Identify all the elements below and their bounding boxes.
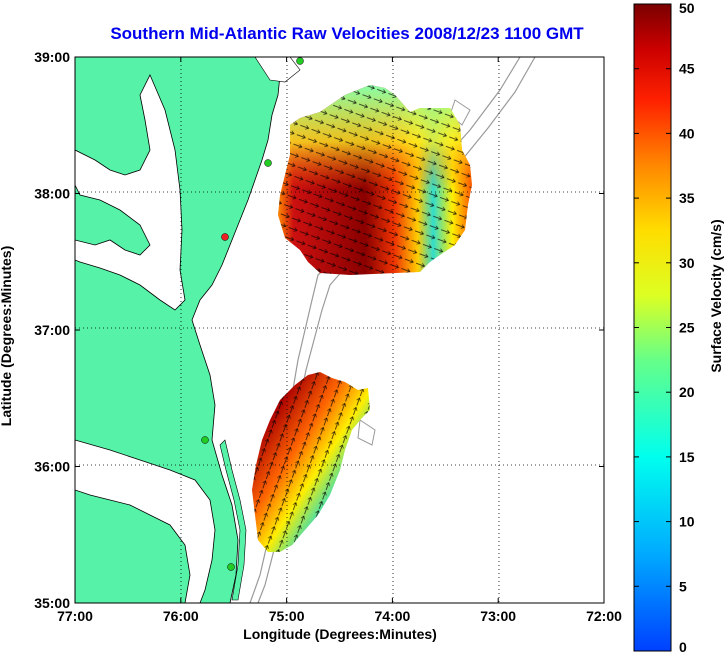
velocity-vectors-north xyxy=(278,85,472,275)
sound-water xyxy=(75,439,216,603)
chesapeake-bay xyxy=(75,74,186,311)
barrier-island xyxy=(219,439,247,601)
delaware-bay xyxy=(254,57,301,83)
bathymetry-contour xyxy=(357,419,376,446)
x-tick-label: 77:00 xyxy=(57,608,93,624)
station-marker xyxy=(221,233,229,241)
y-tick-labels: 39:00 38:00 37:00 36:00 35:00 xyxy=(34,49,604,611)
x-axis-label: Longitude (Degrees:Minutes) xyxy=(243,626,437,642)
y-tick-label: 39:00 xyxy=(34,49,70,65)
station-marker xyxy=(296,57,304,65)
x-tick-label: 76:00 xyxy=(163,608,199,624)
y-tick-label: 35:00 xyxy=(34,595,70,611)
map-title: Southern Mid-Atlantic Raw Velocities 200… xyxy=(110,24,584,43)
station-marker xyxy=(201,436,209,444)
colorbar-tick-label: 50 xyxy=(679,0,695,16)
colorbar-tick-label: 45 xyxy=(679,61,695,77)
station-marker xyxy=(264,159,272,167)
station-marker xyxy=(227,563,235,571)
colorbar-tick-label: 25 xyxy=(679,320,695,336)
colorbar-tick-label: 15 xyxy=(679,449,695,465)
bathymetry-contour xyxy=(449,99,471,126)
x-tick-label: 74:00 xyxy=(374,608,410,624)
colorbar-tick-label: 5 xyxy=(679,578,687,594)
grid-lines xyxy=(75,57,604,603)
colorbar-tick-label: 35 xyxy=(679,190,695,206)
colorbar-tick-label: 10 xyxy=(679,514,695,530)
y-tick-label: 37:00 xyxy=(34,322,70,338)
colorbar-tick-label: 20 xyxy=(679,384,695,400)
y-tick-label: 36:00 xyxy=(34,459,70,475)
x-tick-labels: 77:00 76:00 75:00 74:00 73:00 72:00 xyxy=(57,57,622,624)
y-tick-label: 38:00 xyxy=(34,186,70,202)
x-tick-label: 72:00 xyxy=(586,608,622,624)
colorbar-tick-label: 30 xyxy=(679,255,695,271)
colorbar-tick-label: 0 xyxy=(679,639,687,655)
colorbar xyxy=(633,3,672,652)
x-tick-label: 73:00 xyxy=(480,608,516,624)
velocity-vectors-south xyxy=(252,372,370,552)
colorbar-tick-label: 40 xyxy=(679,125,695,141)
x-tick-label: 75:00 xyxy=(269,608,305,624)
